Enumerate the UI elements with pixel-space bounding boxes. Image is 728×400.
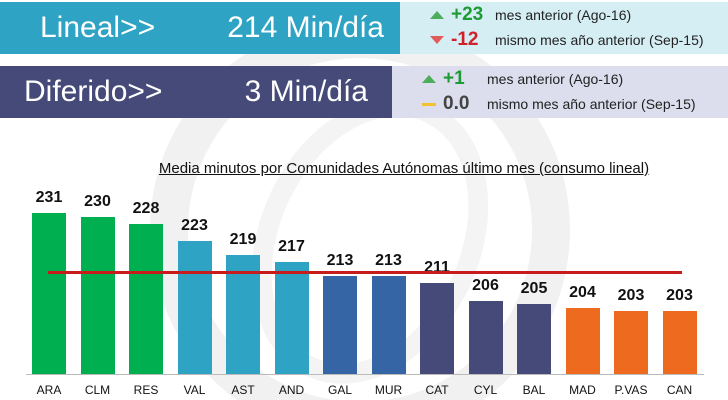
bar-value-label: 217 — [278, 238, 305, 255]
chart-baseline — [26, 374, 704, 375]
chart-title: Media minutos por Comunidades Autónomas … — [158, 160, 650, 177]
bar-value-label: 211 — [424, 259, 450, 276]
kpi-lineal-deltas: +23 mes anterior (Ago-16) -12 mismo mes … — [400, 2, 728, 54]
category-label: P.VAS — [614, 383, 648, 397]
bar-value-label: 223 — [181, 217, 208, 234]
average-reference-line — [48, 271, 682, 274]
kpi-diferido-banner: Diferido>> 3 Min/día — [0, 66, 392, 118]
category-label: MAD — [569, 383, 596, 397]
kpi-lineal-label: Lineal>> — [40, 11, 156, 44]
category-label: MUR — [374, 383, 403, 397]
bar-value-label: 203 — [617, 287, 645, 304]
delta-row: +23 mes anterior (Ago-16) — [430, 3, 728, 27]
bar-value-label: 231 — [35, 189, 63, 206]
bar-value-label: 213 — [326, 252, 354, 269]
delta-text: mismo mes año anterior (Sep-15) — [495, 32, 704, 48]
bar-bal — [517, 304, 551, 374]
bar-can — [662, 311, 697, 374]
bar-cat — [420, 283, 454, 374]
bar-ara — [32, 213, 66, 374]
kpi-diferido-label: Diferido>> — [24, 75, 163, 108]
category-label: CAT — [425, 383, 449, 397]
up-arrow-icon — [422, 75, 436, 83]
delta-value: +23 — [451, 4, 484, 25]
bar-clm — [80, 216, 115, 374]
delta-row: -12 mismo mes año anterior (Sep-15) — [430, 28, 728, 52]
delta-text: mismo mes año anterior (Sep-15) — [487, 96, 696, 112]
bar-value-label: 204 — [569, 283, 596, 301]
bar-ast — [226, 255, 260, 374]
bar-cyl — [468, 300, 503, 374]
down-arrow-icon — [430, 36, 444, 44]
category-label: AND — [278, 383, 305, 397]
kpi-lineal-banner: Lineal>> 214 Min/día — [0, 2, 400, 54]
delta-value: +1 — [443, 68, 465, 89]
bar-value-label: 203 — [666, 287, 693, 304]
flat-dash-icon — [422, 102, 436, 106]
kpi-diferido-deltas: +1 mes anterior (Ago-16) 0.0 mismo mes a… — [392, 66, 728, 118]
category-label: GAL — [327, 383, 352, 397]
category-label: RES — [133, 383, 159, 397]
category-label: ARA — [36, 383, 62, 397]
delta-text: mes anterior (Ago-16) — [487, 71, 624, 87]
bar-value-label: 230 — [84, 192, 111, 210]
bar-mur — [371, 276, 406, 374]
bar-res — [129, 223, 163, 374]
category-label: CYL — [473, 383, 498, 397]
delta-value: -12 — [451, 29, 479, 50]
bar-value-label: 219 — [229, 231, 257, 248]
kpi-diferido-value: 3 Min/día — [244, 75, 368, 108]
delta-row: 0.0 mismo mes año anterior (Sep-15) — [422, 92, 728, 116]
bar-value-label: 213 — [375, 252, 402, 269]
up-arrow-icon — [430, 11, 444, 19]
bar-and — [274, 262, 309, 374]
bar-value-label: 206 — [472, 276, 499, 294]
category-label: CAN — [666, 383, 693, 397]
kpi-lineal-value: 214 Min/día — [227, 11, 384, 44]
bar-value-label: 205 — [520, 280, 548, 297]
category-label: VAL — [183, 383, 206, 397]
delta-row: +1 mes anterior (Ago-16) — [422, 67, 728, 91]
bar-value-label: 228 — [132, 199, 160, 217]
bar-gal — [323, 276, 357, 374]
delta-text: mes anterior (Ago-16) — [495, 7, 632, 23]
delta-value: 0.0 — [443, 93, 470, 114]
category-label: AST — [231, 383, 255, 397]
bar-pvas — [614, 311, 648, 374]
category-label: CLM — [84, 383, 111, 397]
bar-val — [177, 241, 212, 374]
bar-mad — [565, 307, 600, 374]
category-label: BAL — [522, 383, 546, 397]
